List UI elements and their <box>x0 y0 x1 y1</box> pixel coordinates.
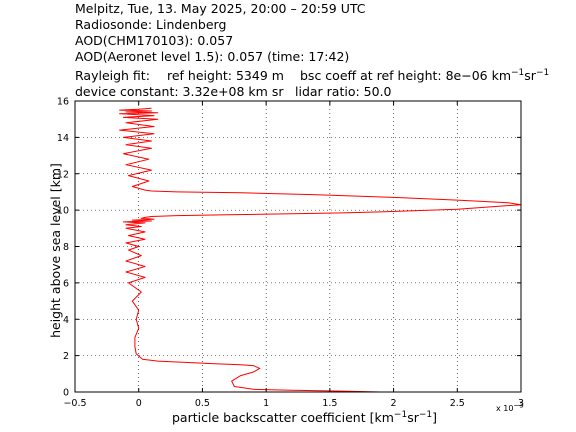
y-tick-label: 2 <box>63 351 69 362</box>
y-tick-label: 10 <box>57 206 69 217</box>
y-tick-label: 6 <box>63 278 69 289</box>
x-tick-label: 3 <box>518 398 524 409</box>
ref-height: ref height: 5349 m <box>167 68 284 83</box>
x-tick-label: 0 <box>136 398 142 409</box>
bsc-coeff: bsc coeff at ref height: 8e−06 km−1sr−1 <box>300 67 550 83</box>
rayleigh-fit-label: Rayleigh fit: <box>75 68 150 83</box>
device-constant: device constant: 3.32e+08 km sr <box>75 84 284 99</box>
x-tick-label: 2 <box>391 398 397 409</box>
grid <box>75 101 521 392</box>
header-line-4: AOD(Aeronet level 1.5): 0.057 (time: 17:… <box>75 49 350 64</box>
header-line-1: Melpitz, Tue, 13. May 2025, 20:00 – 20:5… <box>75 1 366 16</box>
x-tick-label: 0.5 <box>195 398 210 409</box>
lidar-ratio: lidar ratio: 50.0 <box>295 84 392 99</box>
header-line-3: AOD(CHM170103): 0.057 <box>75 33 234 48</box>
y-tick-label: 14 <box>57 133 69 144</box>
y-tick-label: 4 <box>63 315 69 326</box>
y-tick-label: 16 <box>57 97 69 108</box>
plot-frame <box>74 100 522 393</box>
y-tick-label: 8 <box>63 242 69 253</box>
y-tick-label: 12 <box>57 169 69 180</box>
x-tick-label: 1 <box>263 398 269 409</box>
x-tick-label: 2.5 <box>450 398 465 409</box>
x-tick-label: −0.5 <box>63 398 86 409</box>
backscatter-profile-line <box>119 107 522 393</box>
y-axis-label: height above sea level [km] <box>47 163 63 338</box>
x-tick-label: 1.5 <box>322 398 337 409</box>
data-layer <box>119 107 522 393</box>
y-tick-label: 0 <box>63 388 69 399</box>
x-multiplier: x 10−3 <box>496 401 524 413</box>
header-line-2: Radiosonde: Lindenberg <box>75 17 227 32</box>
x-axis-label: particle backscatter coefficient [km−1sr… <box>172 409 438 425</box>
